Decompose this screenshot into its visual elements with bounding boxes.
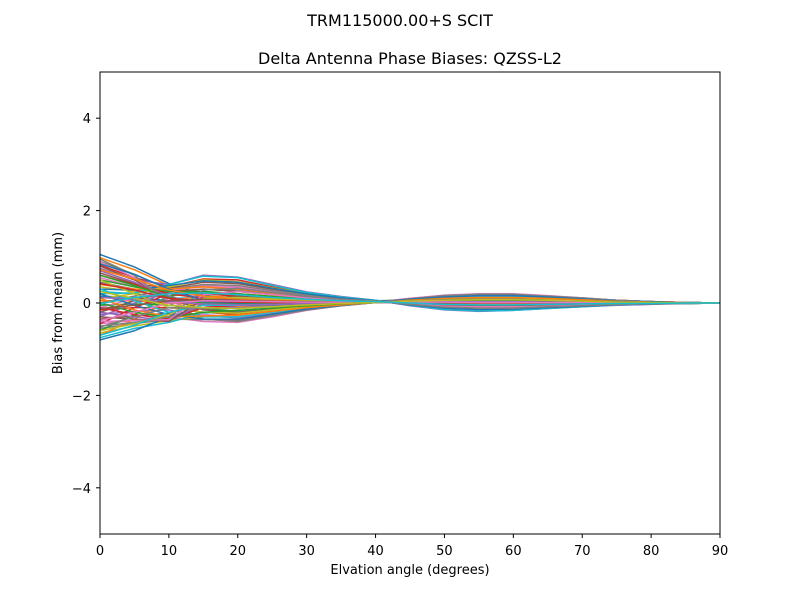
x-tick-label: 20: [230, 544, 247, 559]
x-axis: 0 10 20 30 40 50 60 70 80 90: [96, 534, 728, 559]
x-tick-label: 90: [712, 544, 729, 559]
x-tick-label: 40: [367, 544, 384, 559]
y-tick-label: 4: [83, 112, 91, 127]
series-line-48: [100, 287, 720, 327]
x-tick-label: 30: [298, 544, 315, 559]
x-tick-label: 50: [436, 544, 453, 559]
series-line-60: [100, 292, 720, 306]
x-tick-label: 80: [643, 544, 660, 559]
x-tick-label: 60: [505, 544, 522, 559]
chart-suptitle: TRM115000.00+S SCIT: [306, 11, 493, 30]
y-tick-label: −2: [72, 389, 91, 404]
y-tick-label: −4: [72, 482, 91, 497]
x-tick-label: 0: [96, 544, 104, 559]
y-axis-label: Bias from mean (mm): [51, 232, 66, 374]
series-layer: [100, 253, 720, 341]
x-tick-label: 70: [574, 544, 591, 559]
x-tick-label: 10: [161, 544, 178, 559]
y-tick-label: 2: [83, 205, 91, 220]
series-line-59: [100, 290, 720, 310]
y-tick-label: 0: [83, 297, 91, 312]
x-axis-label: Elvation angle (degrees): [330, 563, 489, 578]
y-axis: −4 −2 0 2 4: [72, 112, 100, 497]
chart-title: Delta Antenna Phase Biases: QZSS-L2: [258, 49, 562, 68]
